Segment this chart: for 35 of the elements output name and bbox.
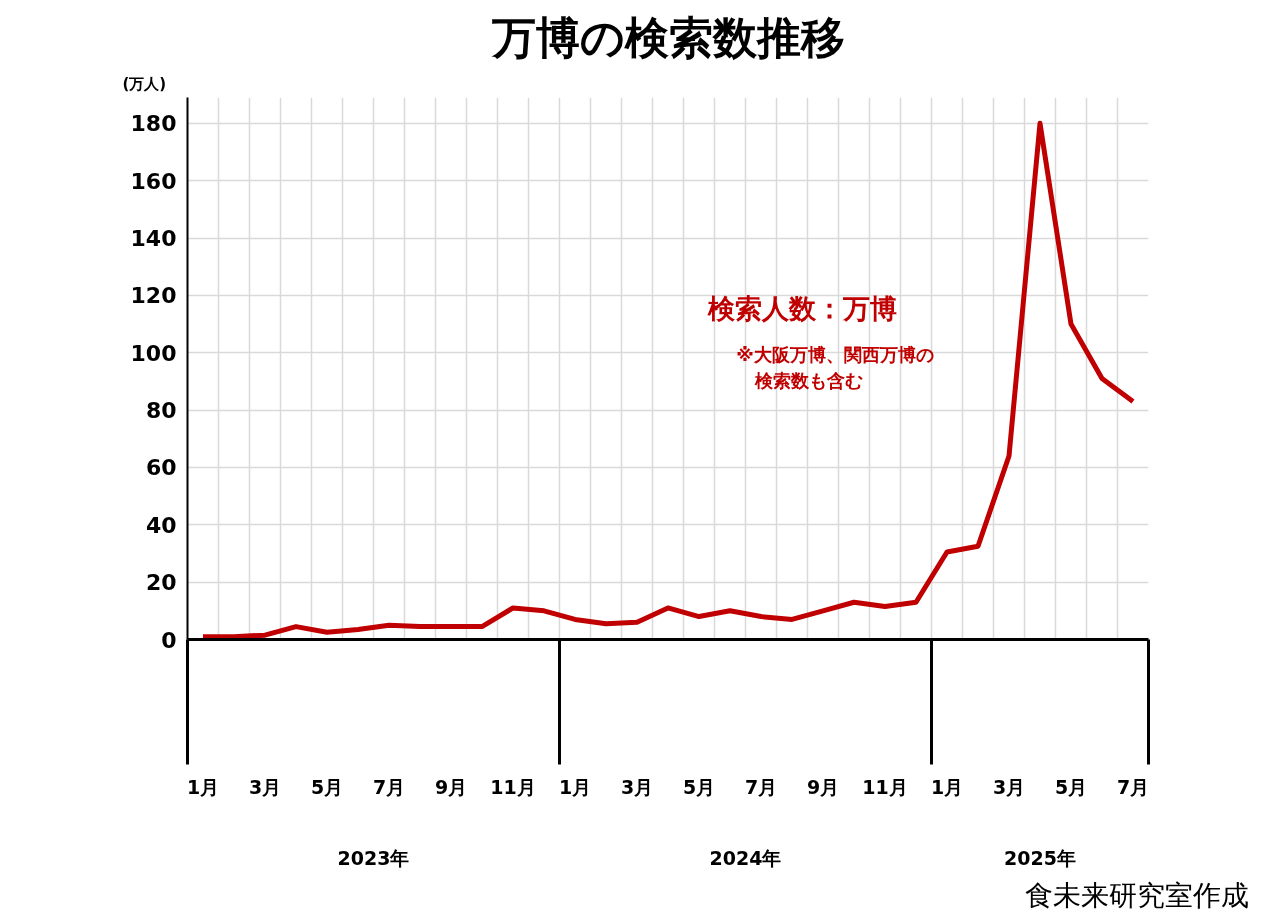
y-tick-label: 40	[145, 512, 177, 538]
annotation: 検索数も含む	[753, 369, 863, 391]
text: 検索人数：万博	[707, 293, 898, 325]
annotation: ※大阪万博、関西万博の	[736, 344, 934, 366]
x-tick-label: 5月	[310, 775, 344, 798]
text: 2025年	[1004, 846, 1076, 869]
x-tick-label: 7月	[372, 775, 406, 798]
x-tick-label: 1月	[930, 775, 964, 798]
y-tick-label: 20	[145, 570, 177, 596]
y-tick-label: 160	[130, 168, 177, 194]
x-tick-label: 7月	[744, 775, 778, 798]
y-axis-title: (万人)	[122, 74, 167, 93]
x-tick-label: 1月	[558, 775, 592, 798]
chart-title: 万博の検索数推移	[490, 11, 845, 63]
y-tick-label: 140	[130, 226, 177, 252]
y-tick-label: 60	[145, 455, 177, 481]
y-tick-label: 100	[130, 340, 177, 366]
x-tick-label: 9月	[806, 775, 840, 798]
x-tick-label: 1月	[186, 775, 220, 798]
y-tick-label: 120	[130, 283, 177, 309]
x-tick-label: 11月	[490, 775, 536, 798]
text: 2024年	[709, 846, 782, 869]
x-tick-label: 7月	[1116, 775, 1150, 798]
text: 2023年	[337, 846, 410, 869]
text: 食未来研究室作成	[1024, 878, 1249, 912]
y-tick-label: 80	[145, 398, 177, 424]
x-tick-label: 3月	[248, 775, 282, 798]
x-tick-label: 5月	[1054, 775, 1088, 798]
x-tick-label: 3月	[992, 775, 1026, 798]
x-tick-label: 11月	[862, 775, 908, 798]
x-tick-label: 3月	[620, 775, 654, 798]
y-tick-label: 0	[161, 627, 177, 653]
x-tick-label: 5月	[682, 775, 716, 798]
y-tick-label: 180	[130, 111, 177, 137]
x-tick-label: 9月	[434, 775, 468, 798]
